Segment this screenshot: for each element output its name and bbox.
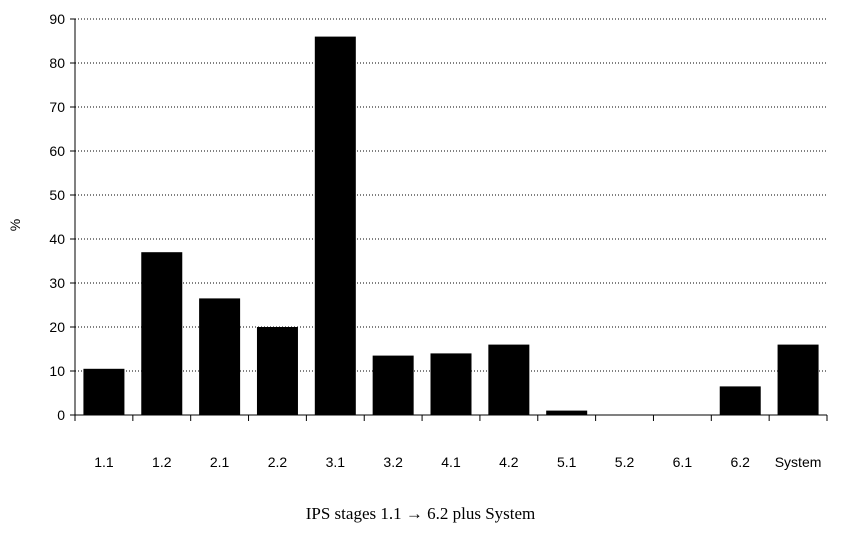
bar-5.1 [546,410,588,415]
bar-chart: 0 10 20 30 40 50 60 70 80 90 1.1 1.2 2.1 2.2 3.1 3.2 4.… [7,11,828,470]
bar-3.1 [314,36,356,415]
y-tick-label: 0 [57,407,65,423]
y-axis-label: % [7,219,23,231]
y-tick-label: 70 [49,99,65,115]
bar-3.2 [372,355,414,415]
y-tick-label: 40 [49,231,65,247]
gridlines [75,18,827,372]
x-tick-labels: 1.1 1.2 2.1 2.2 3.1 3.2 4.1 4.2 5.1 5.2 6.1 6.2 Syst… [94,454,821,470]
x-tick-label: 6.1 [673,454,693,470]
x-axis-label: IPS stages 1.1 → 6.2 plus System [305,504,536,523]
y-tick-label: 80 [49,55,65,71]
bar-2.2 [256,327,298,415]
axes [70,18,828,421]
bar-4.1 [430,353,472,415]
bar-1.1 [83,368,125,415]
x-tick-label: System [775,454,822,470]
x-tick-label: 4.1 [441,454,461,470]
y-tick-label: 20 [49,319,65,335]
y-tick-label: 10 [49,363,65,379]
y-tick-labels: 0 10 20 30 40 50 60 70 80 90 [49,11,65,423]
x-tick-label: 3.1 [326,454,346,470]
x-tick-label: 3.2 [383,454,403,470]
bar-4.2 [488,344,530,415]
bar-2.1 [199,298,241,415]
y-tick-label: 50 [49,187,65,203]
bar-1.2 [141,252,183,415]
bar-System [777,344,819,415]
bar-6.2 [719,386,761,415]
x-tick-label: 1.1 [94,454,114,470]
y-tick-label: 90 [49,11,65,27]
y-tick-label: 30 [49,275,65,291]
x-tick-label: 6.2 [730,454,750,470]
x-tick-label: 1.2 [152,454,172,470]
x-tick-label: 5.1 [557,454,577,470]
y-tick-label: 60 [49,143,65,159]
x-tick-label: 4.2 [499,454,519,470]
x-tick-label: 2.2 [268,454,288,470]
x-tick-label: 2.1 [210,454,230,470]
x-tick-label: 5.2 [615,454,635,470]
bars [83,36,819,415]
